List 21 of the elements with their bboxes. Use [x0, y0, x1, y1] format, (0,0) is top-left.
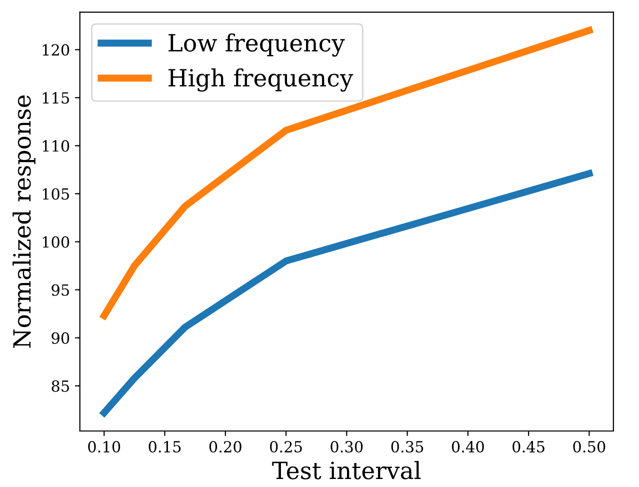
- x-tick-label: 0.40: [452, 440, 484, 453]
- x-tick-label: 0.30: [330, 440, 363, 453]
- x-axis-title: Test interval: [272, 461, 421, 480]
- x-tick-label: 0.25: [270, 440, 302, 453]
- legend-label: Low frequency: [168, 33, 345, 57]
- y-tick-label: 110: [42, 140, 70, 152]
- x-tick-label: 0.45: [512, 440, 544, 453]
- y-tick-label: 115: [42, 92, 69, 104]
- y-tick-label: 95: [52, 284, 69, 296]
- x-tick-label: 0.15: [148, 440, 181, 453]
- legend-label: High frequency: [168, 68, 354, 92]
- y-axis-title: Normalized response: [12, 95, 36, 348]
- y-tick-label: 120: [42, 44, 70, 56]
- x-tick-label: 0.20: [209, 440, 242, 453]
- x-tick-label: 0.10: [88, 440, 120, 453]
- y-tick-label: 90: [52, 332, 70, 344]
- y-tick-label: 85: [52, 380, 69, 392]
- y-tick-label: 100: [42, 236, 70, 248]
- x-tick-label: 0.50: [573, 440, 606, 453]
- x-tick-label: 0.35: [391, 440, 424, 453]
- y-tick-label: 105: [42, 188, 69, 200]
